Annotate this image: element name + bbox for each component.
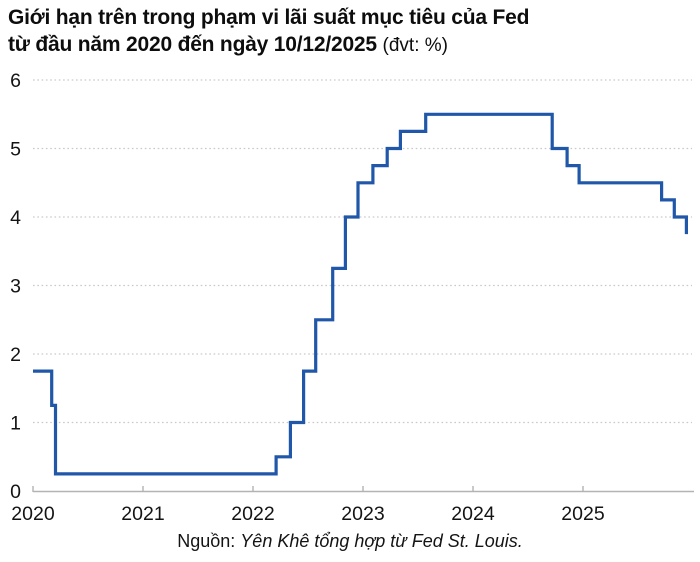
y-axis-label-5: 5 [10, 139, 21, 161]
source-caption: Nguồn: Yên Khê tổng hợp từ Fed St. Louis… [0, 531, 700, 552]
source-prefix: Nguồn: [177, 531, 236, 551]
y-axis-label-2: 2 [10, 344, 21, 366]
y-axis-label-4: 4 [10, 207, 21, 229]
y-axis-label-3: 3 [10, 276, 21, 298]
chart-title-unit: (đvt: %) [382, 35, 448, 56]
chart-title-line2: từ đầu năm 2020 đến ngày 10/12/2025 [8, 33, 377, 56]
y-axis-label-6: 6 [10, 70, 21, 92]
x-axis-label-2020: 2020 [11, 503, 55, 525]
rate-step-line [33, 112, 688, 476]
x-axis-label-2025: 2025 [561, 503, 605, 525]
chart-title-line1: Giới hạn trên trong phạm vi lãi suất mục… [8, 6, 530, 29]
x-axis-label-2023: 2023 [341, 503, 384, 525]
y-axis-label-0: 0 [10, 481, 21, 503]
source-credit: Yên Khê tổng hợp từ Fed St. Louis. [240, 531, 523, 551]
y-axis-label-1: 1 [10, 413, 21, 435]
x-axis-label-2022: 2022 [231, 503, 274, 525]
x-axis-label-2021: 2021 [121, 503, 164, 525]
chart-title: Giới hạn trên trong phạm vi lãi suất mục… [8, 4, 696, 59]
x-axis-label-2024: 2024 [451, 503, 495, 525]
